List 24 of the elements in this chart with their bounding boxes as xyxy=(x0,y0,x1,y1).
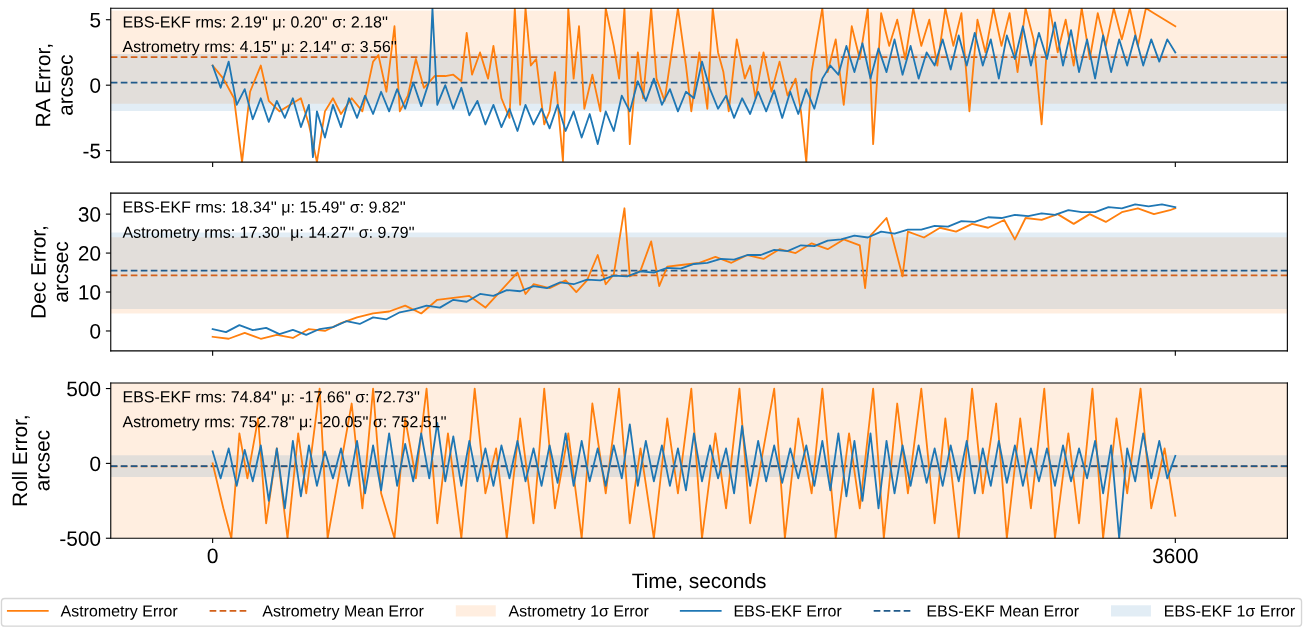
y-tick-label: 500 xyxy=(67,381,101,397)
y-axis-title: RA Error, arcsec xyxy=(35,44,73,126)
y-tick-label: -500 xyxy=(60,531,101,546)
x-tick-label: 3600 xyxy=(1152,548,1198,564)
y-tick-label: 30 xyxy=(78,207,101,222)
y-axis-title: Roll Error, arcsec xyxy=(11,416,50,506)
annotation: EBS-EKF rms: 2.19'' μ: 0.20'' σ: 2.18'' xyxy=(123,16,388,31)
y-tick-label: 0 xyxy=(90,456,101,472)
y-tick-label: 0 xyxy=(90,78,101,93)
y-tick-label: -5 xyxy=(83,143,101,159)
annotation: EBS-EKF rms: 18.34'' μ: 15.49'' σ: 9.82'' xyxy=(123,201,405,216)
legend-label: Astrometry 1σ Error xyxy=(508,605,649,620)
legend-label: EBS-EKF 1σ Error xyxy=(1165,605,1295,617)
x-axis-title: Time, seconds xyxy=(632,572,766,591)
y-tick-label: 5 xyxy=(90,12,101,28)
legend-label: Astrometry Error xyxy=(60,605,178,620)
legend-label: EBS-EKF Error xyxy=(734,605,842,617)
legend-label: Astrometry Mean Error xyxy=(262,605,424,620)
legend-label: EBS-EKF Mean Error xyxy=(927,605,1079,617)
y-tick-label: 20 xyxy=(78,246,101,261)
y-tick-label: 0 xyxy=(90,323,101,339)
y-tick-label: 10 xyxy=(79,285,101,300)
annotation: Astrometry rms: 17.30'' μ: 14.27'' σ: 9.79'' xyxy=(122,226,414,242)
y-axis-title: Dec Error, arcsec xyxy=(31,226,69,318)
